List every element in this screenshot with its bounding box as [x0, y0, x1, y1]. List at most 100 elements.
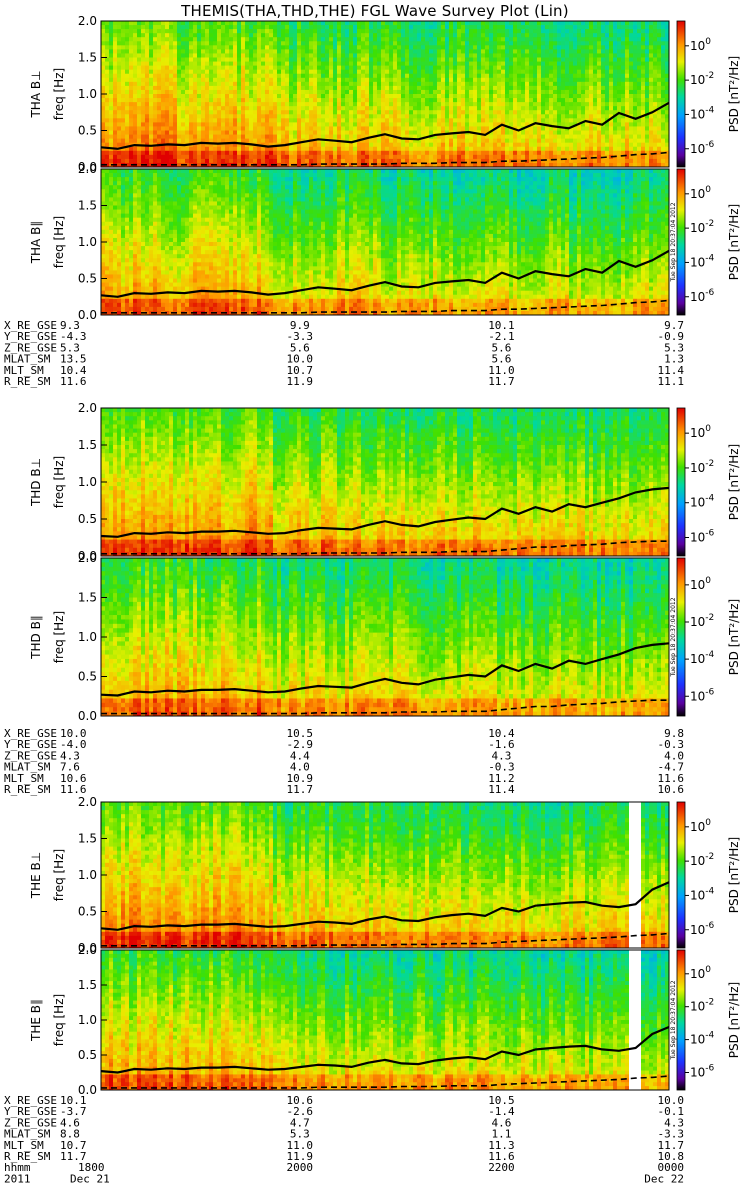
- spectrogram-cell: [233, 102, 238, 107]
- spectrogram-cell: [533, 98, 538, 103]
- spectrogram-cell: [357, 118, 362, 123]
- spectrogram-cell: [517, 57, 522, 62]
- spectrogram-cell: [345, 118, 350, 123]
- spectrogram-cell: [341, 98, 346, 103]
- spectrogram-cell: [129, 85, 134, 91]
- spectrogram-cell: [237, 89, 242, 95]
- spectrogram-cell: [357, 37, 362, 42]
- spectrogram-cell: [357, 65, 362, 71]
- spectrogram-cell: [577, 53, 582, 58]
- spectrogram-cell: [153, 61, 158, 67]
- spectrogram-cell: [329, 53, 334, 58]
- spectrogram-cell: [625, 41, 630, 46]
- spectrogram-cell: [641, 29, 646, 34]
- spectrogram-cell: [313, 146, 318, 152]
- spectrogram-cell: [649, 150, 654, 156]
- spectrogram-cell: [309, 102, 314, 107]
- spectrogram-cell: [229, 49, 234, 54]
- spectrogram-cell: [325, 146, 330, 152]
- spectrogram-cell: [505, 94, 510, 99]
- spectrogram-cell: [289, 25, 294, 30]
- spectrogram-cell: [229, 33, 234, 38]
- spectrogram-cell: [361, 134, 366, 140]
- spectrogram-cell: [321, 98, 326, 103]
- spectrogram-cell: [637, 110, 642, 115]
- spectrogram-cell: [229, 21, 234, 26]
- spectrogram-cell: [401, 37, 406, 42]
- spectrogram-cell: [133, 57, 138, 62]
- spectrogram-cell: [361, 41, 366, 46]
- spectrogram-cell: [537, 126, 542, 131]
- spectrogram-cell: [561, 134, 566, 140]
- spectrogram-cell: [637, 37, 642, 42]
- spectrogram-cell: [269, 118, 274, 123]
- spectrogram-cell: [101, 81, 106, 87]
- spectrogram-cell: [201, 142, 206, 148]
- spectrogram-cell: [257, 118, 262, 123]
- spectrogram-cell: [605, 57, 610, 62]
- spectrogram-cell: [477, 150, 482, 156]
- spectrogram-cell: [237, 85, 242, 91]
- spectrogram-cell: [565, 77, 570, 83]
- spectrogram-cell: [561, 25, 566, 30]
- spectrogram-cell: [641, 69, 646, 75]
- spectrogram-cell: [165, 85, 170, 91]
- spectrogram-cell: [429, 69, 434, 75]
- spectrogram-cell: [341, 33, 346, 38]
- spectrogram-cell: [481, 106, 486, 111]
- spectrogram-cell: [393, 94, 398, 99]
- spectrogram-cell: [125, 102, 130, 107]
- spectrogram-cell: [353, 25, 358, 30]
- spectrogram-cell: [277, 21, 282, 26]
- spectrogram-cell: [425, 77, 430, 83]
- spectrogram-cell: [205, 150, 210, 156]
- spectrogram-cell: [413, 29, 418, 34]
- spectrogram-cell: [417, 142, 422, 148]
- spectrogram-cell: [285, 138, 290, 144]
- spectrogram-cell: [541, 53, 546, 58]
- spectrogram-cell: [597, 77, 602, 83]
- spectrogram-cell: [521, 57, 526, 62]
- spectrogram-cell: [465, 57, 470, 62]
- spectrogram-cell: [209, 142, 214, 148]
- spectrogram-cell: [177, 126, 182, 131]
- spectrogram-cell: [137, 45, 142, 50]
- spectrogram-cell: [545, 57, 550, 62]
- spectrogram-cell: [137, 69, 142, 75]
- spectrogram-cell: [441, 81, 446, 87]
- spectrogram-cell: [337, 122, 342, 127]
- spectrogram-cell: [405, 65, 410, 71]
- spectrogram-cell: [333, 29, 338, 34]
- spectrogram-cell: [125, 150, 130, 156]
- spectrogram-cell: [197, 89, 202, 95]
- spectrogram-cell: [497, 158, 502, 164]
- spectrogram-cell: [217, 65, 222, 71]
- spectrogram-cell: [185, 134, 190, 140]
- spectrogram-cell: [469, 49, 474, 54]
- spectrogram-cell: [229, 61, 234, 67]
- spectrogram-cell: [389, 102, 394, 107]
- spectrogram-cell: [417, 45, 422, 50]
- spectrogram-cell: [645, 61, 650, 67]
- spectrogram-cell: [529, 49, 534, 54]
- spectrogram-cell: [465, 126, 470, 131]
- spectrogram-cell: [469, 158, 474, 164]
- spectrogram-cell: [485, 81, 490, 87]
- spectrogram-cell: [185, 37, 190, 42]
- spectrogram-cell: [137, 122, 142, 127]
- spectrogram-cell: [625, 150, 630, 156]
- spectrogram-cell: [537, 98, 542, 103]
- spectrogram-cell: [301, 106, 306, 111]
- spectrogram-cell: [145, 29, 150, 34]
- spectrogram-cell: [353, 65, 358, 71]
- spectrogram-cell: [337, 53, 342, 58]
- spectrogram-cell: [481, 158, 486, 164]
- spectrogram-cell: [313, 89, 318, 95]
- spectrogram-cell: [581, 122, 586, 127]
- spectrogram-cell: [337, 33, 342, 38]
- spectrogram-cell: [145, 158, 150, 164]
- spectrogram-cell: [501, 25, 506, 30]
- spectrogram-cell: [593, 41, 598, 46]
- spectrogram-cell: [513, 85, 518, 91]
- spectrogram-cell: [453, 154, 458, 160]
